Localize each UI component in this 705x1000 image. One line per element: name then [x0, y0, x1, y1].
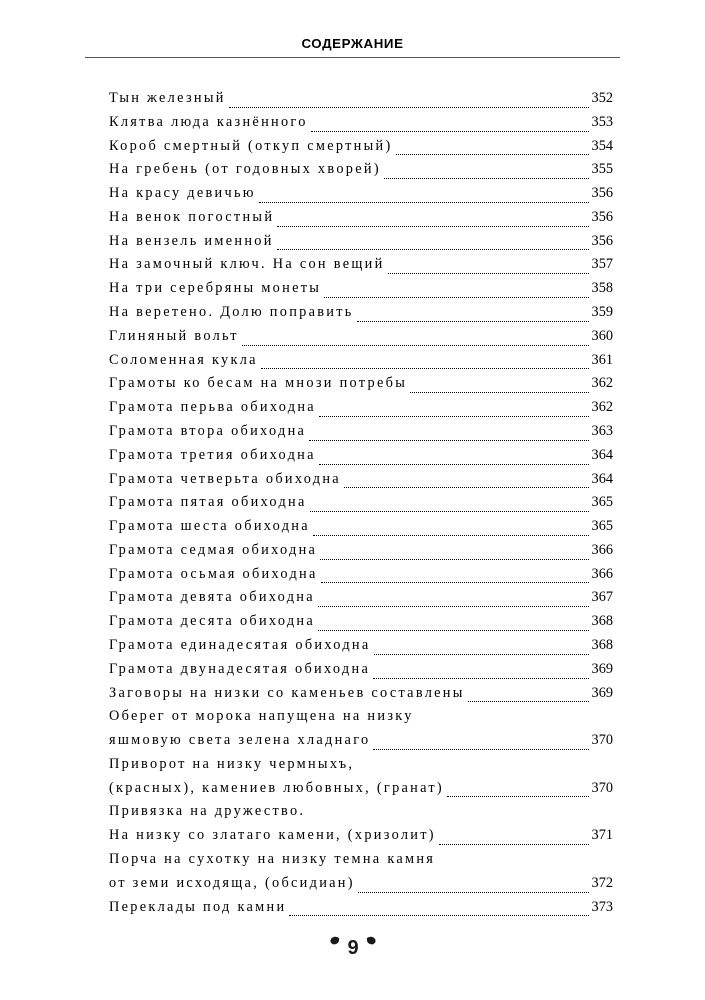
svg-text:9: 9	[347, 937, 358, 959]
